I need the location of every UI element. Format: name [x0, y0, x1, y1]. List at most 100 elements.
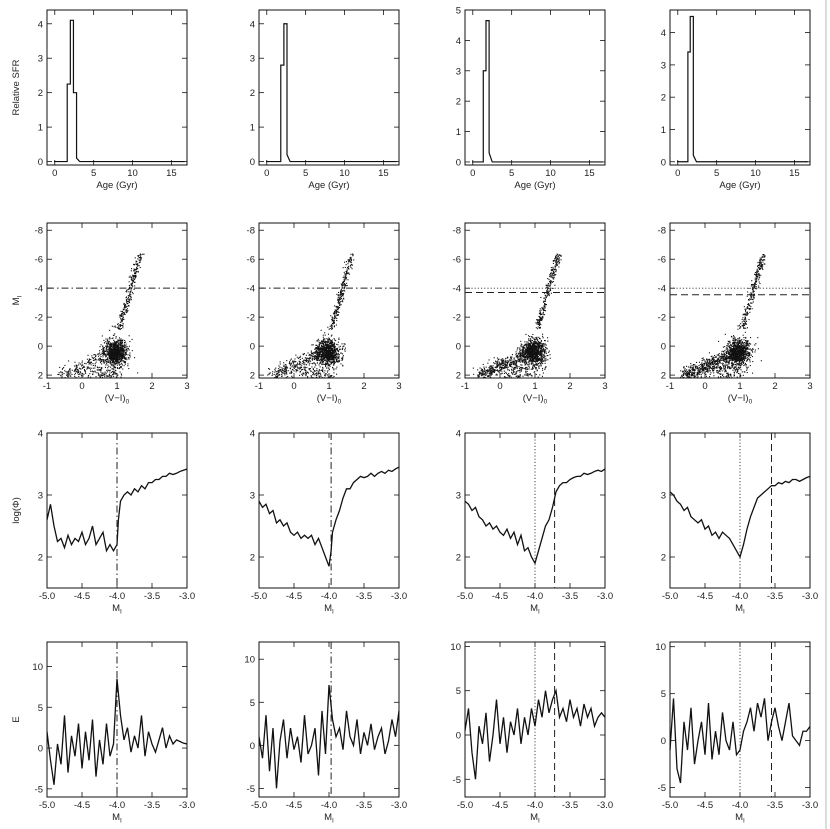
x-tick-label-r3c2: -5.0	[251, 591, 267, 602]
y-tick-label-r2c4: 2	[661, 371, 666, 382]
x-tick-label-r1c4: 0	[675, 168, 680, 179]
x-axis-label-r1c2: Age (Gyr)	[308, 180, 349, 191]
curve-r4c3	[464, 688, 606, 780]
y-tick-label-r1c3: 5	[456, 6, 461, 17]
y-tick-label-r2c4: -8	[658, 226, 666, 237]
x-tick-label-r4c2: -3.5	[356, 800, 372, 811]
x-tick-label-r2c2: -1	[255, 381, 263, 392]
y-tick-label-r1c3: 4	[456, 36, 461, 47]
x-tick-label-r4c2: -4.0	[321, 800, 337, 811]
x-tick-label-r2c3: -1	[461, 381, 469, 392]
y-tick-label-r2c1: -4	[35, 284, 43, 295]
x-tick-label-r3c3: -4.0	[527, 591, 543, 602]
x-axis-label-r1c3: Age (Gyr)	[514, 180, 555, 191]
sfr-histogram-r1c1	[54, 19, 185, 163]
x-tick-label-r2c2: 0	[291, 381, 296, 392]
x-axis-label-r1c4: Age (Gyr)	[719, 180, 760, 191]
y-tick-label-r1c2: 2	[250, 88, 255, 99]
y-tick-label-r3c2: 3	[250, 491, 255, 502]
y-axis-label-r3c1: log(Φ)	[11, 497, 22, 524]
y-tick-label-r2c2: -4	[247, 284, 255, 295]
y-tick-label-r2c4: -6	[658, 255, 666, 266]
x-tick-label-r3c3: -4.5	[492, 591, 508, 602]
x-tick-label-r4c1: -4.0	[109, 800, 125, 811]
x-tick-label-r2c4: 1	[737, 381, 742, 392]
x-tick-label-r4c4: -3.0	[802, 800, 818, 811]
y-tick-label-r1c3: 1	[456, 127, 461, 138]
y-tick-label-r2c1: -6	[35, 255, 43, 266]
x-axis-label-r2c4: (V−I)0	[728, 393, 753, 406]
y-tick-label-r4c2: 10	[244, 655, 255, 666]
x-tick-label-r1c3: 15	[584, 168, 595, 179]
y-tick-label-r1c4: 1	[661, 125, 666, 136]
x-tick-label-r3c4: -3.0	[802, 591, 818, 602]
y-axis-label-r1c1: Relative SFR	[11, 59, 22, 115]
x-tick-label-r4c4: -4.5	[697, 800, 713, 811]
x-tick-label-r3c4: -4.0	[732, 591, 748, 602]
x-tick-label-r1c3: 5	[509, 168, 514, 179]
y-tick-label-r1c4: 4	[661, 28, 666, 39]
y-tick-label-r3c1: 2	[38, 553, 43, 564]
x-tick-label-r4c3: -4.0	[527, 800, 543, 811]
x-tick-label-r3c1: -5.0	[39, 591, 55, 602]
panel-frame-r1c1	[46, 9, 188, 166]
x-tick-label-r4c2: -4.5	[286, 800, 302, 811]
x-tick-label-r2c2: 3	[396, 381, 401, 392]
x-tick-label-r2c3: 2	[567, 381, 572, 392]
y-tick-label-r1c4: 2	[661, 93, 666, 104]
y-tick-label-r3c2: 4	[250, 429, 255, 440]
y-tick-label-r4c4: -5	[658, 783, 666, 794]
y-tick-label-r3c3: 2	[456, 553, 461, 564]
y-tick-label-r4c3: 0	[456, 731, 461, 742]
y-tick-label-r2c2: -6	[247, 255, 255, 266]
curve-r4c1	[46, 678, 188, 785]
y-tick-label-r1c1: 2	[38, 88, 43, 99]
sfr-histogram-r1c3	[472, 20, 603, 163]
x-tick-label-r3c4: -5.0	[662, 591, 678, 602]
y-tick-label-r3c3: 3	[456, 491, 461, 502]
y-tick-label-r4c3: -5	[453, 775, 461, 786]
y-tick-label-r3c2: 2	[250, 553, 255, 564]
y-tick-label-r1c2: 4	[250, 19, 255, 30]
y-tick-label-r3c4: 3	[661, 491, 666, 502]
y-tick-label-r4c2: -5	[247, 784, 255, 795]
y-tick-label-r2c3: -8	[453, 226, 461, 237]
y-tick-label-r2c4: -4	[658, 284, 666, 295]
x-tick-label-r3c2: -3.5	[356, 591, 372, 602]
x-tick-label-r3c1: -3.5	[144, 591, 160, 602]
cmd-points-r2c3	[472, 253, 562, 379]
x-tick-label-r2c4: 0	[702, 381, 707, 392]
x-axis-label-r3c2: MI	[324, 603, 334, 616]
y-tick-label-r2c3: -4	[453, 284, 461, 295]
x-tick-label-r1c1: 0	[52, 168, 57, 179]
x-tick-label-r3c2: -4.0	[321, 591, 337, 602]
x-axis-label-r4c4: MI	[735, 812, 745, 825]
panel-frame-r4c2	[258, 641, 400, 798]
y-tick-label-r3c1: 4	[38, 429, 43, 440]
x-tick-label-r4c3: -4.5	[492, 800, 508, 811]
x-axis-label-r2c1: (V−I)0	[105, 393, 130, 406]
y-tick-label-r1c2: 1	[250, 123, 255, 134]
panel-frame-r1c4	[669, 9, 811, 166]
x-tick-label-r3c1: -4.5	[74, 591, 90, 602]
x-tick-label-r4c2: -5.0	[251, 800, 267, 811]
x-tick-label-r1c2: 10	[339, 168, 350, 179]
panel-frame-r1c3	[464, 9, 606, 166]
y-tick-label-r4c1: -5	[35, 784, 43, 795]
x-tick-label-r2c1: 1	[114, 381, 119, 392]
x-tick-label-r2c4: 3	[807, 381, 812, 392]
x-tick-label-r2c3: 0	[497, 381, 502, 392]
x-tick-label-r2c2: 1	[326, 381, 331, 392]
y-tick-label-r4c1: 0	[38, 744, 43, 755]
x-tick-label-r4c1: -3.5	[144, 800, 160, 811]
y-tick-label-r1c1: 4	[38, 19, 43, 30]
x-tick-label-r4c3: -3.0	[597, 800, 613, 811]
x-tick-label-r3c2: -3.0	[391, 591, 407, 602]
y-tick-label-r1c4: 0	[661, 157, 666, 168]
x-tick-label-r4c4: -4.0	[732, 800, 748, 811]
curve-r3c4	[669, 475, 811, 559]
x-tick-label-r4c1: -4.5	[74, 800, 90, 811]
y-tick-label-r4c2: 0	[250, 741, 255, 752]
cmd-points-r2c2	[267, 253, 355, 379]
cmd-points-r2c1	[57, 253, 145, 379]
